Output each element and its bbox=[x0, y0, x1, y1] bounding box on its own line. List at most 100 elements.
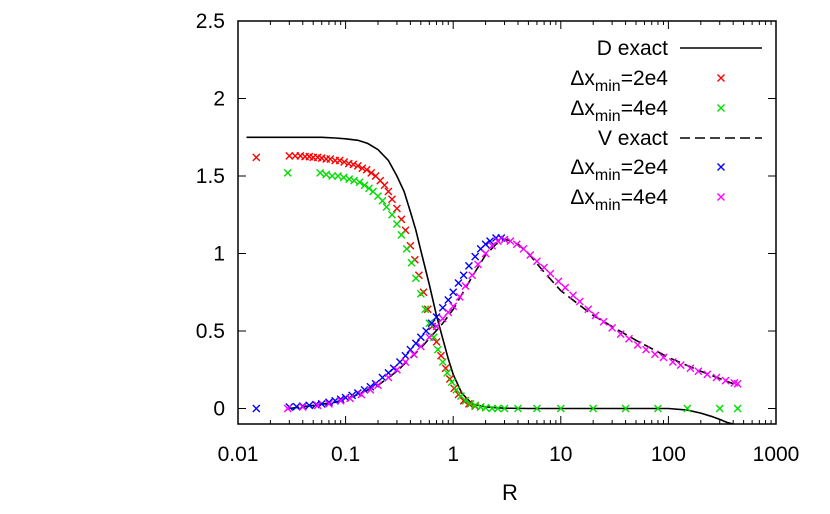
series-3 bbox=[289, 238, 734, 410]
data-point bbox=[402, 244, 411, 253]
data-point bbox=[532, 404, 541, 413]
data-point bbox=[373, 381, 382, 390]
data-point bbox=[362, 165, 371, 174]
data-point bbox=[328, 172, 337, 180]
legend-label-sub: min bbox=[595, 78, 621, 95]
data-point bbox=[252, 153, 261, 162]
data-point bbox=[481, 249, 490, 258]
data-point bbox=[686, 364, 695, 373]
data-point bbox=[425, 333, 434, 342]
y-tick-label: 0.5 bbox=[196, 320, 225, 343]
data-point bbox=[513, 404, 522, 413]
y-tick-label: 0 bbox=[213, 398, 225, 421]
legend-label-suffix: =4e4 bbox=[621, 186, 669, 209]
series-0 bbox=[246, 136, 734, 425]
data-point bbox=[292, 402, 301, 411]
data-point bbox=[298, 402, 307, 411]
data-point bbox=[322, 170, 331, 179]
data-point bbox=[407, 258, 416, 267]
data-point bbox=[336, 395, 345, 404]
data-point bbox=[388, 195, 397, 204]
data-point bbox=[561, 283, 570, 292]
data-point bbox=[443, 368, 452, 377]
legend-label-base: V exact bbox=[598, 127, 668, 150]
data-point bbox=[506, 237, 515, 246]
data-point bbox=[471, 252, 480, 261]
data-point bbox=[438, 358, 447, 366]
data-point bbox=[500, 235, 509, 244]
data-point bbox=[454, 278, 463, 287]
data-point bbox=[461, 396, 470, 405]
series-layer bbox=[246, 136, 742, 425]
data-point bbox=[624, 334, 633, 343]
data-point bbox=[433, 345, 442, 354]
data-point bbox=[642, 345, 651, 354]
x-tick-label: 1000 bbox=[753, 443, 800, 466]
x-tick-label: 10 bbox=[549, 443, 572, 466]
data-point bbox=[575, 297, 584, 306]
data-point bbox=[416, 289, 425, 298]
data-point bbox=[335, 156, 344, 165]
legend-label-suffix: =4e4 bbox=[621, 97, 669, 120]
data-point bbox=[436, 351, 445, 360]
data-point bbox=[406, 345, 415, 354]
data-point bbox=[556, 404, 565, 413]
data-point bbox=[569, 291, 578, 300]
data-point bbox=[313, 401, 322, 410]
data-point bbox=[591, 311, 600, 320]
data-point bbox=[283, 168, 292, 177]
data-point bbox=[488, 404, 497, 413]
data-point bbox=[324, 398, 333, 407]
legend-label-suffix: =2e4 bbox=[621, 156, 669, 179]
data-point bbox=[316, 168, 325, 177]
data-point bbox=[449, 302, 458, 311]
data-point bbox=[471, 401, 480, 410]
legend-label: D exact bbox=[597, 37, 668, 60]
data-point bbox=[346, 394, 355, 403]
data-point bbox=[353, 161, 362, 170]
data-point bbox=[466, 399, 475, 408]
data-point bbox=[423, 305, 432, 314]
data-point bbox=[715, 404, 724, 413]
legend-label: Δxmin=2e4 bbox=[570, 156, 668, 184]
data-point bbox=[468, 271, 477, 280]
data-point bbox=[488, 241, 497, 250]
data-point bbox=[432, 313, 441, 322]
data-point bbox=[305, 401, 314, 410]
data-point bbox=[378, 373, 387, 382]
legend-label-sub: min bbox=[595, 108, 621, 125]
data-point bbox=[421, 305, 430, 314]
data-point bbox=[449, 288, 458, 297]
data-point bbox=[384, 187, 393, 196]
y-tick-label: 1 bbox=[213, 243, 225, 266]
y-tick-label: 2.5 bbox=[196, 10, 225, 33]
data-point bbox=[455, 292, 464, 301]
data-point bbox=[621, 404, 630, 413]
data-point bbox=[411, 339, 420, 348]
data-point bbox=[324, 399, 333, 408]
legend-label: V exact bbox=[598, 127, 668, 150]
data-point bbox=[401, 358, 410, 366]
data-point bbox=[345, 175, 354, 184]
data-point bbox=[599, 317, 608, 326]
data-point bbox=[668, 358, 677, 366]
data-point bbox=[721, 376, 730, 385]
data-point bbox=[355, 178, 364, 187]
series-line bbox=[289, 238, 734, 410]
data-point bbox=[733, 404, 742, 413]
data-point bbox=[540, 263, 549, 272]
data-point bbox=[712, 373, 721, 382]
legend-label-sub: min bbox=[595, 167, 621, 184]
data-point bbox=[388, 210, 397, 219]
series-1 bbox=[252, 151, 485, 411]
data-point bbox=[493, 404, 502, 413]
data-point bbox=[438, 314, 447, 323]
data-point bbox=[366, 385, 375, 394]
data-point bbox=[425, 319, 434, 328]
data-point bbox=[481, 240, 490, 249]
y-tick-label: 2 bbox=[213, 88, 225, 111]
data-point bbox=[392, 204, 401, 213]
data-point bbox=[357, 390, 366, 399]
data-point bbox=[358, 164, 367, 173]
